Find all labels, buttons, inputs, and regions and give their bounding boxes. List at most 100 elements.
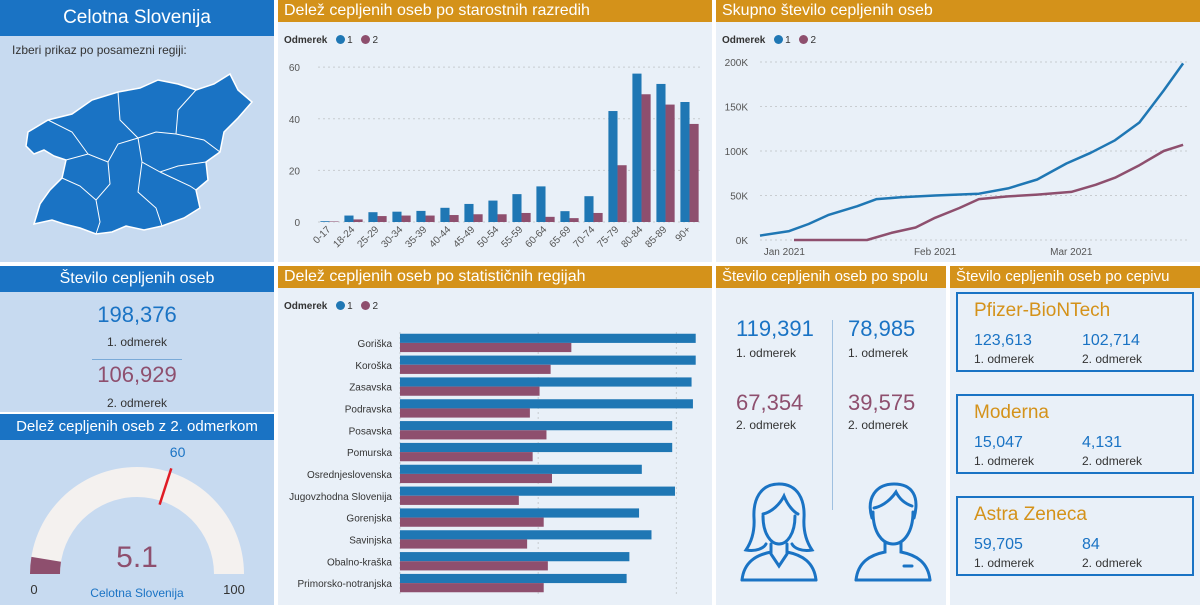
count-dose1-value: 198,376 [97,302,177,327]
y-category-label: Gorenjska [346,514,392,525]
vaccine-panel-title: Število cepljenih oseb po cepivu [950,266,1200,288]
legend-title: Odmerek [284,301,328,312]
bar-dose2 [473,214,483,222]
bar-dose2 [401,215,411,222]
gauge-chart: 60 5.1 0 100 Celotna Slovenija [30,444,245,600]
x-tick-label: 90+ [674,224,694,244]
vaccine-name: Pfizer-BioNTech [974,300,1111,321]
female-dose2-label: 2. odmerek [736,418,797,432]
legend-dot-dose2 [799,35,809,44]
bar-dose2 [400,452,533,462]
x-tick-label: 30-34 [379,224,405,250]
man-icon [854,482,932,582]
region-panel-title: Celotna Slovenija [0,0,274,36]
bar-dose1 [584,196,594,222]
y-tick-label: 100K [725,147,749,158]
region-chart-panel: Delež cepljenih oseb po statističnih reg… [278,266,712,605]
x-tick-label: Jan 2021 [764,247,806,258]
gauge-fill [30,556,61,574]
gender-divider [832,320,833,510]
gender-panel-title: Število cepljenih oseb po spolu [716,266,946,288]
x-tick-label: 55-59 [499,224,525,250]
bar-dose1 [320,221,330,222]
legend-label-dose2: 2 [372,35,379,46]
bar-dose2 [329,221,339,222]
male-dose2-label: 2. odmerek [848,418,909,432]
vaccine-name: Moderna [974,402,1049,423]
y-tick-label: 0 [294,218,300,229]
vaccine-dose2-label: 2. odmerek [1082,556,1143,570]
bar-dose2 [665,104,675,222]
vaccine-name: Astra Zeneca [974,504,1087,525]
bar-dose1 [400,464,642,474]
series-line-dose1 [759,62,1185,237]
bar-dose1 [400,377,692,387]
x-tick-label: 80-84 [619,224,645,250]
bar-dose2 [400,539,528,549]
series-line-dose2 [794,143,1184,242]
bar-dose1 [416,210,426,222]
legend-dot-dose1 [774,35,784,44]
vaccine-dose1-value: 123,613 [974,332,1032,349]
y-category-label: Obalno-kraška [327,557,392,568]
count-panel: Število cepljenih oseb 198,376 1. odmere… [0,266,274,412]
bar-dose2 [400,495,519,505]
x-tick-label: 25-29 [355,224,381,250]
bar-dose2 [377,216,387,222]
legend-label-dose1: 1 [347,301,353,312]
bar-dose2 [617,165,627,222]
vaccine-card-moderna[interactable]: Moderna 15,047 1. odmerek 4,131 2. odmer… [956,394,1194,474]
bar-dose1 [608,111,618,222]
x-tick-label: 65-69 [547,224,573,250]
vaccine-dose2-value: 84 [1082,536,1100,553]
vaccine-dose1-label: 1. odmerek [974,556,1035,570]
y-category-label: Posavska [349,426,393,437]
slovenia-map[interactable] [0,62,274,262]
x-tick-label: 85-89 [643,224,669,250]
region-chart-title: Delež cepljenih oseb po statističnih reg… [278,266,712,288]
legend-label-dose2: 2 [810,35,817,46]
bar-dose2 [353,219,363,222]
vaccine-dose2-value: 102,714 [1082,332,1140,349]
legend-dot-dose1 [336,35,346,44]
vaccine-card-pfizer[interactable]: Pfizer-BioNTech 123,613 1. odmerek 102,7… [956,292,1194,372]
x-tick-label: 18-24 [331,224,357,250]
region-bar-chart: 0510GoriškaKoroškaZasavskaPodravskaPosav… [289,332,696,594]
y-tick-label: 20 [289,166,301,177]
y-tick-label: 50K [730,192,748,203]
vaccine-dose1-value: 15,047 [974,434,1023,451]
vaccine-dose1-label: 1. odmerek [974,454,1035,468]
count-dose2-value: 106,929 [97,362,177,387]
x-tick-label: 45-49 [451,224,477,250]
x-tick-label: 35-39 [403,224,429,250]
vaccine-dose1-value: 59,705 [974,536,1023,553]
gender-panel: Število cepljenih oseb po spolu 119,391 … [716,266,946,605]
bar-dose1 [392,211,402,222]
legend-title: Odmerek [722,35,766,46]
y-category-label: Goriška [358,339,393,350]
y-tick-label: 40 [289,115,301,126]
total-line-chart: 0K 50K 100K 150K 200K Jan 2021 Feb 2021 Mar 202… [725,58,1188,258]
bar-dose2 [400,473,552,484]
y-category-label: Koroška [355,361,392,372]
count-panel-title: Število cepljenih oseb [0,266,274,292]
bar-dose2 [400,561,548,571]
gauge-target-marker [158,468,173,505]
x-tick-label: 40-44 [427,224,453,250]
x-tick-label: Mar 2021 [1050,247,1093,258]
age-chart-legend: Odmerek 1 2 [284,35,378,46]
bar-dose2 [400,408,530,418]
legend-label-dose2: 2 [372,301,379,312]
bar-dose1 [632,73,642,222]
vaccine-dose2-value: 4,131 [1082,434,1123,451]
total-chart-legend: Odmerek 1 2 [722,35,816,46]
bar-dose1 [400,355,696,365]
female-dose1-label: 1. odmerek [736,346,797,360]
bar-dose2 [400,583,544,593]
x-tick-label: 75-79 [595,224,621,250]
bar-dose2 [641,94,651,222]
vaccine-dose1-label: 1. odmerek [974,352,1035,366]
y-tick-label: 150K [725,103,749,114]
bar-dose2 [521,212,531,222]
vaccine-card-astrazeneca[interactable]: Astra Zeneca 59,705 1. odmerek 84 2. odm… [956,496,1194,576]
